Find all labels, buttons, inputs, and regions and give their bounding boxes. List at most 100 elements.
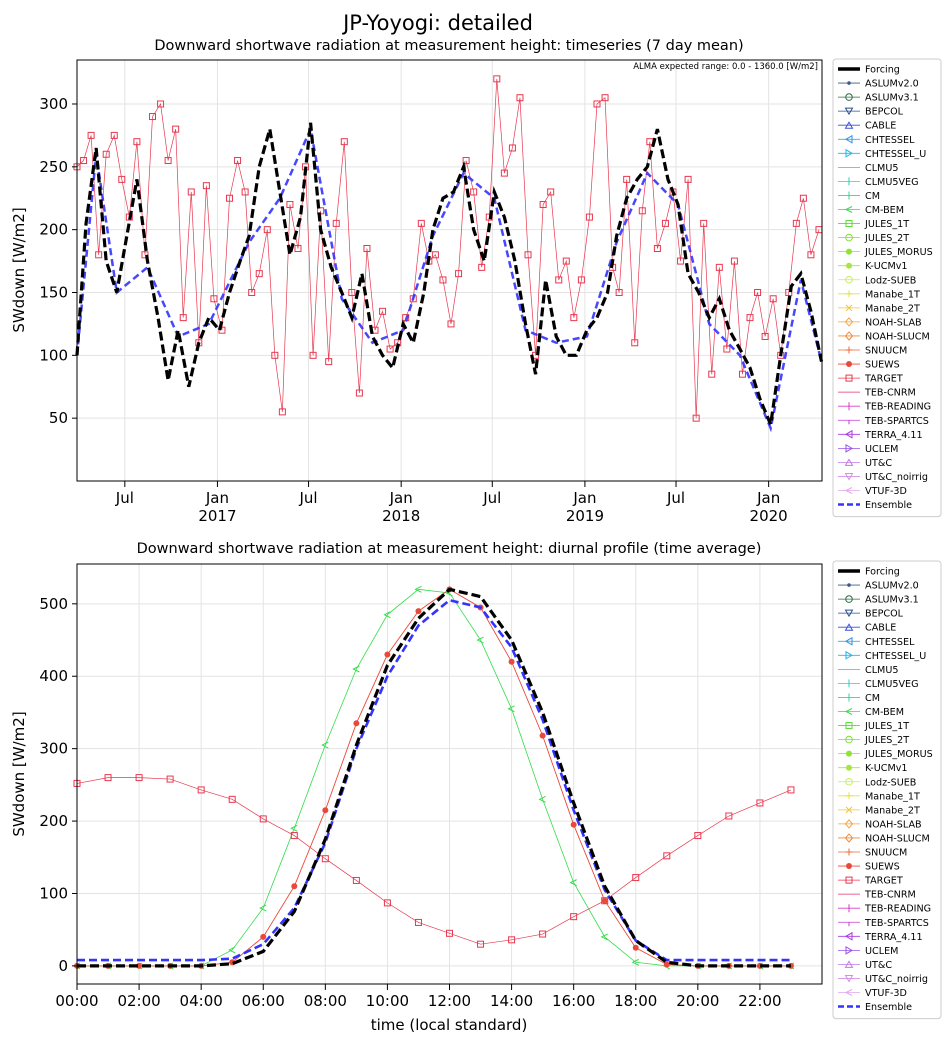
series-target-marker <box>661 219 669 227</box>
legend-label-clmu5: CLMU5 <box>865 665 898 676</box>
series-target-marker <box>197 786 205 794</box>
legend-marker-jules-1t <box>845 220 853 228</box>
series-target-marker <box>321 855 329 863</box>
series-target-marker <box>355 389 363 397</box>
series-cm-bem-marker <box>352 665 360 673</box>
timeseries-series <box>73 75 824 433</box>
x-tick-label: Jan <box>205 489 229 507</box>
series-target-marker <box>325 358 333 366</box>
x-tick-label: 22:00 <box>738 992 781 1010</box>
legend-label-snuucm: SNUUCM <box>865 848 907 859</box>
diurnal-title: Downward shortwave radiation at measurem… <box>137 541 762 557</box>
series-target-marker <box>799 194 807 202</box>
legend-marker-ut-c-noirrig <box>844 472 854 481</box>
legend-label-teb-cnrm: TEB-CNRM <box>864 890 916 901</box>
series-target-marker <box>653 245 661 253</box>
series-target-marker <box>500 169 508 177</box>
legend-label-uclem: UCLEM <box>865 444 898 455</box>
series-target-marker <box>754 288 762 296</box>
legend-label-uclem: UCLEM <box>865 946 898 957</box>
series-target-marker <box>524 251 532 259</box>
series-target-marker <box>638 207 646 215</box>
legend-marker-k-ucmv1 <box>846 764 852 771</box>
series-target-marker <box>694 832 702 840</box>
x-tick-label: 02:00 <box>117 992 160 1010</box>
x-tick-year-label: 2019 <box>566 507 604 525</box>
series-target-marker <box>623 175 631 183</box>
legend-label-snuucm: SNUUCM <box>865 346 907 357</box>
series-cm-bem-marker <box>414 585 422 593</box>
legend-label-cm: CM <box>865 693 880 704</box>
series-target-marker <box>379 307 387 315</box>
series-forcing-line <box>75 122 824 431</box>
series-target-marker <box>632 874 640 882</box>
legend-label-teb-spartcs: TEB-SPARTCS <box>864 918 929 929</box>
series-suews-marker <box>601 897 608 904</box>
figure-title: JP-Yoyogi: detailed <box>341 11 533 35</box>
legend-label-ut-c-noirrig: UT&C_noirrig <box>865 974 928 985</box>
legend-marker-lodz-sueb <box>845 777 853 786</box>
legend-label-target: TARGET <box>864 374 903 385</box>
legend-marker-chtessel <box>845 134 853 144</box>
y-tick-label: 400 <box>39 667 68 685</box>
series-suews-marker <box>353 720 360 727</box>
timeseries-annotation: ALMA expected range: 0.0 - 1360.0 [W/m2] <box>633 62 818 72</box>
legend-label-suews: SUEWS <box>865 862 900 873</box>
x-tick-year-label: 2017 <box>198 507 236 525</box>
diurnal-xlabel: time (local standard) <box>371 1016 528 1034</box>
series-suews-line <box>77 588 791 967</box>
legend-marker-chtessel <box>845 636 853 646</box>
series-target-line <box>76 78 820 419</box>
series-target-marker <box>417 219 425 227</box>
y-tick-label: 100 <box>39 884 68 902</box>
legend-marker-snuucm <box>845 848 853 856</box>
legend-marker-noah-slab <box>844 317 854 327</box>
legend-marker-bepcol <box>844 107 854 116</box>
series-target-marker <box>278 408 286 416</box>
series-target-marker <box>255 270 263 278</box>
diurnal-legend: Forcing ASLUMv2.0 ASLUMv3.1 BEPCOL CABLE CHTE… <box>832 560 942 1020</box>
legend-marker-manabe-1t <box>845 792 853 800</box>
series-target-marker <box>95 251 103 259</box>
series-target-marker <box>352 876 360 884</box>
series-target-marker <box>228 795 236 803</box>
series-target-marker <box>348 288 356 296</box>
legend-label-aslumv2-0: ASLUMv2.0 <box>865 79 919 90</box>
x-tick-label: 06:00 <box>242 992 285 1010</box>
timeseries-frame <box>76 59 823 482</box>
x-tick-label: 10:00 <box>366 992 409 1010</box>
series-target-marker <box>104 774 112 782</box>
legend-marker-suews <box>846 863 852 870</box>
legend-label-cm: CM <box>865 191 880 202</box>
series-target-marker <box>294 245 302 253</box>
series-target-marker <box>87 131 95 139</box>
y-tick-label: 300 <box>39 95 68 113</box>
x-tick-label: 14:00 <box>490 992 533 1010</box>
legend-marker-lodz-sueb <box>845 275 853 284</box>
legend-label-vtuf-3d: VTUF-3D <box>865 988 907 999</box>
legend-label-forcing: Forcing <box>865 567 900 578</box>
series-suews-marker <box>508 658 515 665</box>
legend-label-suews: SUEWS <box>865 360 900 371</box>
series-target-marker <box>723 345 731 353</box>
series-suews-marker <box>384 651 391 658</box>
series-target-marker <box>157 100 165 108</box>
series-target-marker <box>340 138 348 146</box>
legend-label-jules-2t: JULES_2T <box>864 233 909 244</box>
legend-marker-aslumv3-1 <box>845 93 853 101</box>
series-target-marker <box>785 288 793 296</box>
legend-marker-manabe-1t <box>845 290 853 298</box>
series-target-marker <box>738 370 746 378</box>
legend-marker-cm-bem <box>844 708 853 715</box>
legend-label-cm-bem: CM-BEM <box>865 707 904 718</box>
legend-marker-ut-c <box>844 458 854 466</box>
series-target-marker <box>179 314 187 322</box>
series-cm-bem-marker <box>507 705 515 713</box>
series-target-marker <box>700 219 708 227</box>
legend-marker-jules-2t <box>845 735 853 744</box>
legend-marker-snuucm <box>845 346 853 354</box>
x-tick-label: Jul <box>115 489 134 507</box>
legend-marker-target <box>845 876 853 884</box>
series-ensemble-line <box>77 598 791 962</box>
